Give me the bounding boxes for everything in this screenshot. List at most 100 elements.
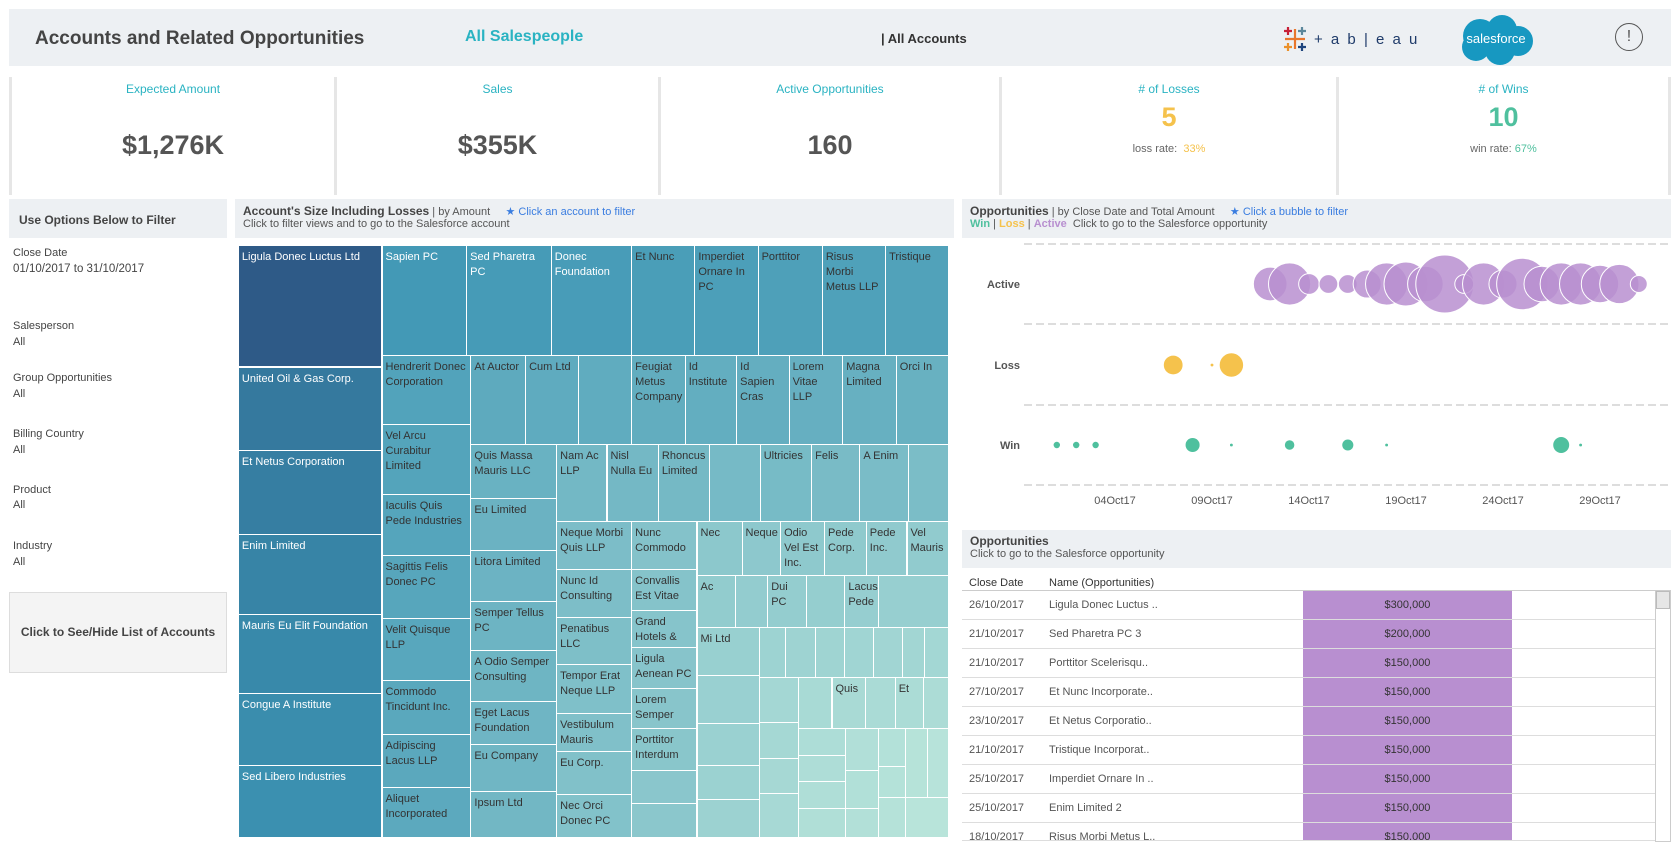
treemap-cell[interactable] [799, 728, 847, 757]
treemap-cell[interactable] [759, 723, 800, 759]
table-row[interactable]: 21/10/2017 Porttitor Scelerisqu.. $150,000 [962, 649, 1655, 678]
treemap-cell[interactable]: Sed Pharetra PC [467, 246, 552, 356]
treemap-cell[interactable]: Rhoncus Limited [658, 444, 711, 522]
treemap-cell[interactable]: Mauris Eu Elit Foundation [238, 615, 383, 695]
treemap-cell[interactable] [697, 676, 760, 725]
scrollbar-thumb[interactable] [1656, 591, 1670, 609]
treemap-cell[interactable]: Adipiscing Lacus LLP [382, 735, 472, 788]
legend-loss[interactable]: Loss [999, 218, 1025, 230]
treemap-cell[interactable] [697, 724, 760, 767]
treemap-cell[interactable]: Ligula Donec Luctus Ltd [238, 246, 383, 368]
treemap-cell[interactable]: Commodo Tincidunt Inc. [382, 681, 472, 735]
bubble-win[interactable] [1342, 439, 1354, 451]
treemap-cell[interactable]: Porttitor Interdum [632, 728, 698, 772]
opportunity-name-cell[interactable]: Ligula Donec Luctus .. [1049, 599, 1158, 611]
treemap-cell[interactable] [906, 798, 950, 838]
bubble-win[interactable] [1092, 441, 1099, 449]
treemap-cell[interactable]: Eu Limited [471, 499, 558, 551]
treemap-cell[interactable]: Nec [697, 521, 743, 577]
treemap-cell[interactable] [878, 576, 950, 628]
treemap-cell[interactable]: Feugiat Metus Company [632, 355, 686, 445]
table-row[interactable]: 25/10/2017 Enim Limited 2 $150,000 [962, 794, 1655, 823]
treemap-cell[interactable]: United Oil & Gas Corp. [238, 367, 383, 452]
bubble-win[interactable] [1579, 443, 1583, 447]
bubble-loss[interactable] [1163, 355, 1183, 375]
treemap-cell[interactable]: Cum Ltd [526, 355, 579, 445]
treemap-cell[interactable]: Tempor Erat Neque LLP [557, 665, 633, 714]
legend-active[interactable]: Active [1033, 218, 1067, 230]
treemap-cell[interactable] [799, 678, 833, 729]
treemap-cell[interactable]: A Enim [860, 444, 909, 522]
table-row[interactable]: 25/10/2017 Imperdiet Ornare In .. $150,000 [962, 765, 1655, 794]
treemap-cell[interactable]: Ipsum Ltd [471, 791, 558, 838]
treemap-cell[interactable]: Litora Limited [471, 550, 558, 603]
table-row[interactable]: 27/10/2017 Et Nunc Incorporate.. $150,000 [962, 678, 1655, 707]
treemap-cell[interactable] [903, 627, 925, 679]
bubble-win[interactable] [1072, 441, 1080, 449]
info-icon[interactable]: ! [1615, 23, 1643, 51]
treemap-cell[interactable]: Quis [832, 678, 866, 729]
treemap-cell[interactable]: Penatibus LLC [557, 618, 633, 666]
treemap-cell[interactable] [846, 808, 879, 838]
treemap-cell[interactable]: Magna Limited [843, 355, 897, 445]
amount-bar[interactable]: $150,000 [1303, 765, 1512, 793]
treemap-cell[interactable]: Neque [742, 521, 782, 577]
bubble-active[interactable] [1629, 275, 1648, 293]
treemap-cell[interactable]: Enim Limited [238, 534, 383, 615]
treemap-cell[interactable]: Grand Hotels & [632, 610, 698, 649]
treemap-cell[interactable] [799, 808, 847, 838]
table-row[interactable]: 23/10/2017 Et Netus Corporatio.. $150,000 [962, 707, 1655, 736]
treemap-cell[interactable] [908, 444, 950, 522]
treemap-cell[interactable]: Convallis Est Vitae [632, 570, 698, 611]
treemap-cell[interactable]: Velit Quisque LLP [382, 619, 472, 682]
treemap-cell[interactable]: Odio Vel Est Inc. [781, 521, 825, 577]
treemap-cell[interactable]: Pede Corp. [825, 521, 867, 577]
treemap-cell[interactable] [923, 678, 950, 729]
opportunity-name-cell[interactable]: Imperdiet Ornare In .. [1049, 773, 1154, 785]
treemap-cell[interactable]: Vel Arcu Curabitur Limited [382, 425, 472, 495]
treemap-cell[interactable]: Vel Mauris [907, 521, 950, 577]
filter-country-value[interactable]: All [13, 444, 26, 456]
toggle-accounts-list-button[interactable]: Click to See/Hide List of Accounts [9, 592, 227, 673]
treemap-cell[interactable]: A Odio Semper Consulting [471, 651, 558, 702]
bubble-win[interactable] [1229, 443, 1233, 447]
amount-bar[interactable]: $150,000 [1303, 736, 1512, 764]
treemap-cell[interactable]: Sapien PC [382, 246, 468, 356]
treemap-cell[interactable]: Risus Morbi Metus LLP [822, 246, 887, 356]
filter-close-date-value[interactable]: 01/10/2017 to 31/10/2017 [13, 263, 145, 275]
legend-win[interactable]: Win [970, 218, 991, 230]
opportunity-name-cell[interactable]: Risus Morbi Metus L.. [1049, 831, 1156, 841]
treemap-cell[interactable]: Iaculis Quis Pede Industries [382, 495, 472, 557]
treemap-cell[interactable]: Nunc Commodo [632, 521, 698, 570]
bubble-loss[interactable] [1219, 353, 1244, 377]
filter-industry-value[interactable]: All [13, 556, 26, 568]
treemap-cell[interactable] [924, 627, 950, 679]
treemap-cell[interactable]: Eu Company [471, 744, 558, 792]
treemap-cell[interactable]: Nisl Nulla Eu [607, 444, 659, 522]
treemap-cell[interactable]: Donec Foundation [551, 246, 633, 356]
treemap-cell[interactable] [874, 627, 904, 679]
treemap-cell[interactable] [759, 678, 800, 724]
bubble-win[interactable] [1553, 437, 1570, 453]
amount-bar[interactable]: $150,000 [1303, 649, 1512, 677]
treemap-cell[interactable]: Eu Corp. [557, 752, 633, 795]
treemap-cell[interactable] [865, 678, 896, 729]
treemap-cell[interactable] [846, 728, 879, 772]
amount-bar[interactable]: $150,000 [1303, 823, 1512, 840]
opportunity-name-cell[interactable]: Porttitor Scelerisqu.. [1049, 657, 1149, 669]
treemap-cell[interactable] [710, 444, 761, 522]
filter-group-value[interactable]: All [13, 388, 26, 400]
treemap-cell[interactable] [697, 800, 760, 838]
filter-salesperson-value[interactable]: All [13, 336, 26, 348]
treemap-cell[interactable] [736, 576, 769, 628]
salespeople-filter-label[interactable]: All Salespeople [465, 28, 584, 45]
treemap-cell[interactable]: Vestibulum Mauris [557, 713, 633, 753]
treemap-cell[interactable] [846, 771, 879, 809]
treemap-cell[interactable] [799, 782, 847, 809]
treemap-cell[interactable] [632, 803, 698, 838]
treemap-cell[interactable]: Ac [697, 576, 737, 628]
bubble-win[interactable] [1185, 437, 1200, 453]
treemap-cell[interactable]: Id Sapien Cras [737, 355, 790, 445]
treemap-cell[interactable]: Dui PC [768, 576, 807, 628]
table-scrollbar[interactable] [1655, 590, 1671, 842]
